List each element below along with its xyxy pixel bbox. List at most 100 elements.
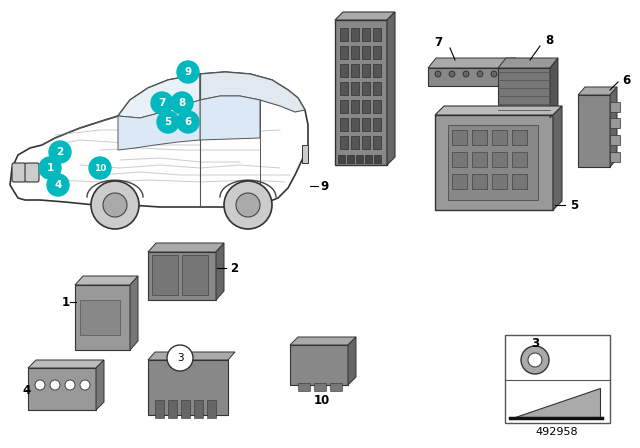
Bar: [314, 383, 326, 391]
Circle shape: [65, 380, 75, 390]
Bar: [340, 100, 348, 113]
Text: 2: 2: [230, 262, 238, 275]
Bar: [512, 130, 527, 145]
Circle shape: [35, 380, 45, 390]
Text: 6: 6: [622, 73, 630, 86]
Bar: [610, 152, 620, 162]
Bar: [472, 130, 487, 145]
Bar: [347, 155, 354, 163]
Bar: [505, 335, 610, 423]
Bar: [351, 82, 359, 95]
Circle shape: [80, 380, 90, 390]
Bar: [452, 174, 467, 189]
Circle shape: [171, 92, 193, 114]
Polygon shape: [498, 58, 558, 68]
Circle shape: [477, 71, 483, 77]
Bar: [373, 28, 381, 41]
Bar: [578, 95, 610, 167]
Bar: [472, 152, 487, 167]
Bar: [351, 136, 359, 149]
Bar: [290, 345, 348, 385]
Polygon shape: [118, 100, 200, 150]
Circle shape: [39, 157, 61, 179]
Text: 4: 4: [22, 383, 30, 396]
Bar: [181, 400, 190, 418]
Polygon shape: [290, 337, 356, 345]
Bar: [492, 130, 507, 145]
Bar: [351, 64, 359, 77]
Bar: [610, 118, 620, 128]
Bar: [512, 152, 527, 167]
Bar: [340, 64, 348, 77]
Circle shape: [91, 181, 139, 229]
Text: 492958: 492958: [536, 427, 579, 437]
Circle shape: [49, 141, 71, 163]
Circle shape: [89, 157, 111, 179]
Circle shape: [528, 353, 542, 367]
Polygon shape: [200, 96, 260, 140]
Bar: [152, 255, 178, 295]
Text: 3: 3: [531, 336, 539, 349]
Text: 10: 10: [94, 164, 106, 172]
Polygon shape: [118, 74, 200, 118]
Circle shape: [47, 174, 69, 196]
Polygon shape: [10, 72, 308, 207]
Circle shape: [224, 181, 272, 229]
Bar: [452, 152, 467, 167]
Polygon shape: [512, 388, 600, 418]
Bar: [335, 20, 387, 165]
Bar: [373, 100, 381, 113]
Bar: [351, 118, 359, 131]
Bar: [338, 155, 345, 163]
Bar: [512, 174, 527, 189]
Bar: [207, 400, 216, 418]
Polygon shape: [335, 12, 395, 20]
Bar: [155, 400, 164, 418]
Bar: [302, 145, 308, 163]
Circle shape: [151, 92, 173, 114]
Text: 3: 3: [177, 353, 183, 363]
Bar: [330, 383, 342, 391]
Polygon shape: [610, 87, 617, 167]
Circle shape: [491, 71, 497, 77]
Text: 10: 10: [314, 393, 330, 406]
Bar: [610, 102, 620, 112]
Circle shape: [103, 193, 127, 217]
Bar: [492, 152, 507, 167]
Polygon shape: [428, 58, 516, 68]
Circle shape: [167, 345, 193, 371]
Polygon shape: [148, 352, 235, 360]
Bar: [498, 68, 550, 118]
Bar: [435, 115, 553, 210]
Polygon shape: [75, 276, 138, 285]
Polygon shape: [578, 87, 617, 95]
Circle shape: [177, 61, 199, 83]
Bar: [374, 155, 381, 163]
Polygon shape: [216, 243, 224, 300]
FancyBboxPatch shape: [25, 163, 39, 182]
Text: 5: 5: [570, 198, 579, 211]
Text: 1: 1: [62, 296, 70, 309]
Bar: [148, 252, 216, 300]
Bar: [362, 136, 370, 149]
Bar: [351, 100, 359, 113]
Polygon shape: [130, 276, 138, 350]
Text: 7: 7: [158, 98, 166, 108]
Text: 5: 5: [164, 117, 172, 127]
Bar: [448, 125, 538, 200]
Circle shape: [177, 111, 199, 133]
Bar: [362, 28, 370, 41]
Bar: [356, 155, 363, 163]
Bar: [351, 46, 359, 59]
Bar: [148, 360, 228, 415]
Circle shape: [157, 111, 179, 133]
Text: 7: 7: [434, 35, 442, 48]
Bar: [492, 174, 507, 189]
Bar: [340, 118, 348, 131]
Bar: [80, 300, 120, 335]
Text: 8: 8: [545, 34, 553, 47]
Bar: [28, 368, 96, 410]
Bar: [362, 64, 370, 77]
Bar: [428, 68, 508, 86]
Bar: [452, 130, 467, 145]
